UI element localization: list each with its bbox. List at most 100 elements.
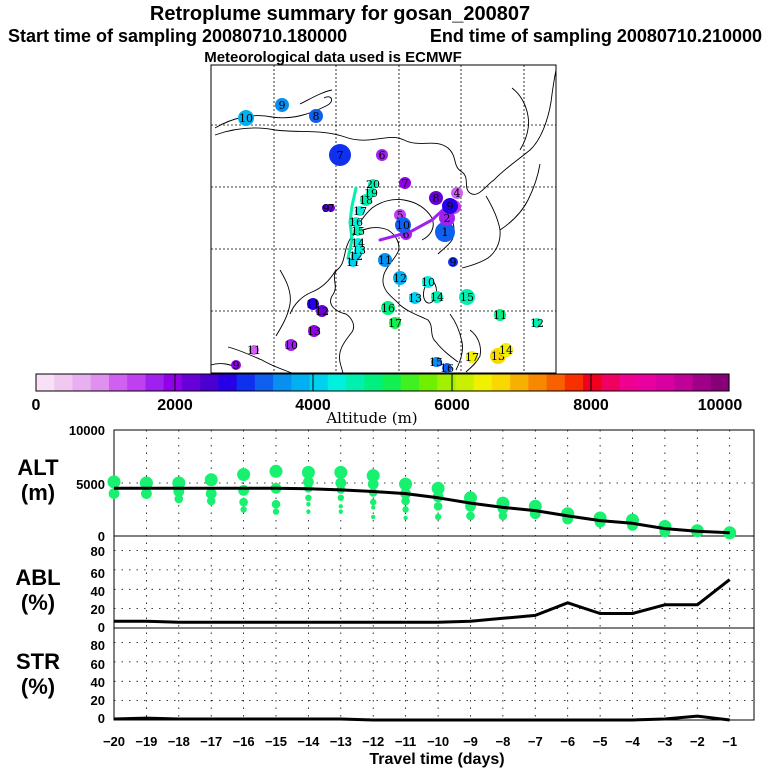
x-tick-label: −20 — [103, 734, 125, 749]
trajectory-marker-label: 13 — [307, 325, 321, 338]
colorbar-cell — [54, 374, 74, 391]
trajectory-marker-label: 9 — [233, 359, 240, 372]
trajectory-marker-label: 14 — [430, 291, 444, 304]
trajectory-marker — [435, 222, 455, 242]
str-series-line — [113, 714, 730, 722]
trajectory-marker — [231, 360, 241, 370]
altitude-colorbar: 0 2000 4000 6000 8000 10000 Altitude (m) — [32, 373, 742, 427]
abl-ytick: 80 — [91, 544, 105, 559]
alt-ytick: 0 — [98, 529, 105, 544]
colorbar-cell — [273, 374, 292, 391]
trajectory-marker-label: 5 — [397, 209, 404, 222]
str-plot-frame — [113, 627, 755, 721]
colorbar-dividers — [174, 374, 592, 391]
x-tick-label: −16 — [233, 734, 255, 749]
trajectory-marker-label: 17 — [353, 205, 367, 218]
alt-panel-label: ALT — [17, 455, 59, 480]
x-tick-label: −15 — [265, 734, 287, 749]
trajectory-marker-label: 10 — [396, 219, 410, 232]
colorbar-cell — [163, 374, 183, 391]
str-panel-label: STR — [16, 649, 60, 674]
colorbar-cell — [90, 374, 110, 391]
trajectory-marker-label: 13 — [408, 292, 422, 305]
alt-scatter-point — [399, 477, 413, 491]
trajectory-marker — [285, 339, 297, 351]
trajectory-marker — [366, 188, 376, 198]
trajectory-marker-label: 11 — [306, 298, 320, 311]
trajectory-marker — [322, 204, 330, 212]
trajectory-marker — [431, 291, 443, 303]
trajectory-marker — [309, 109, 323, 123]
abl-ytick: 20 — [91, 602, 105, 617]
trajectory-marker-label: 8 — [313, 110, 320, 123]
trajectory-marker-label: 15 — [429, 356, 443, 369]
alt-ytick: 10000 — [69, 423, 105, 438]
alt-scatter-point — [237, 468, 251, 481]
alt-scatter-point — [403, 515, 408, 521]
trajectory-marker-label: 1 — [442, 226, 449, 239]
trajectory-marker — [431, 357, 441, 367]
colorbar-cell — [656, 374, 675, 391]
trajectory-marker — [459, 289, 475, 305]
trajectory-marker — [308, 325, 320, 337]
colorbar-label: Altitude (m) — [325, 409, 417, 427]
plot-lines — [113, 486, 731, 722]
trajectory-marker — [399, 177, 411, 189]
x-tick-label: −17 — [200, 734, 222, 749]
alt-scatter-point — [205, 488, 217, 499]
alt-scatter-point — [238, 485, 250, 496]
map-panel: 1234567891011121314151617181920678910111… — [210, 64, 557, 375]
colorbar-cell — [108, 374, 128, 391]
x-tick-label: −6 — [560, 734, 575, 749]
trajectory-marker-label: 14 — [499, 344, 513, 357]
x-axis-label: Travel time (days) — [369, 751, 504, 768]
trajectory-marker-label: 11 — [247, 344, 261, 357]
alt-scatter-point — [334, 465, 348, 479]
trajectory-marker — [532, 318, 542, 328]
abl-ytick: 0 — [98, 620, 105, 635]
trajectory-marker-label: 16 — [381, 302, 395, 315]
alt-scatter-point — [239, 497, 248, 507]
trajectory-marker-label: 10 — [239, 112, 253, 125]
trajectory-marker-label: 8 — [433, 192, 440, 205]
x-tick-label: −11 — [395, 734, 416, 749]
alt-scatter-point — [371, 514, 376, 520]
str-ytick: 20 — [91, 693, 105, 708]
colorbar-cell — [254, 374, 274, 391]
trajectory-marker-label: 9 — [450, 256, 457, 269]
trajectory-marker — [307, 298, 319, 310]
figure-title: Retroplume summary for gosan_200807 — [150, 3, 530, 25]
x-tick-label: −12 — [362, 734, 384, 749]
alt-scatter-point — [338, 509, 343, 514]
colorbar-cell — [236, 374, 256, 391]
x-tick-label: −1 — [722, 734, 737, 749]
trajectory-marker-label: 4 — [454, 187, 461, 200]
colorbar-cell — [637, 374, 657, 391]
alt-scatter-point — [433, 502, 443, 511]
trajectory-marker-label: 17 — [388, 317, 402, 330]
trajectory-marker-label: 9 — [323, 202, 330, 215]
alt-scatter-point — [338, 504, 343, 509]
x-tick-label: −18 — [168, 734, 190, 749]
alt-ytick: 5000 — [76, 477, 105, 492]
alt-scatter-point — [431, 481, 445, 495]
str-ytick: 60 — [91, 657, 105, 672]
trajectory-marker — [393, 271, 407, 285]
trajectory-marker — [466, 351, 478, 363]
colorbar-cell — [473, 374, 493, 391]
alt-series-line — [114, 486, 730, 535]
trajectory-marker-label: 9 — [279, 99, 286, 112]
colorbar-tick: 2000 — [157, 397, 193, 414]
trajectory-marker-label: 15 — [460, 291, 474, 304]
trajectory-marker-label: 15 — [351, 225, 365, 238]
trajectory-marker — [439, 210, 455, 226]
trajectory-marker-label: 9 — [447, 200, 454, 213]
colorbar-cell — [364, 374, 384, 391]
colorbar-cell — [309, 374, 329, 391]
alt-scatter-point — [240, 506, 247, 513]
trajectory-marker-label: 20 — [366, 178, 380, 191]
x-tick-label: −2 — [690, 734, 705, 749]
x-tick-label: −7 — [528, 734, 543, 749]
abl-panel-label: ABL — [15, 565, 60, 590]
